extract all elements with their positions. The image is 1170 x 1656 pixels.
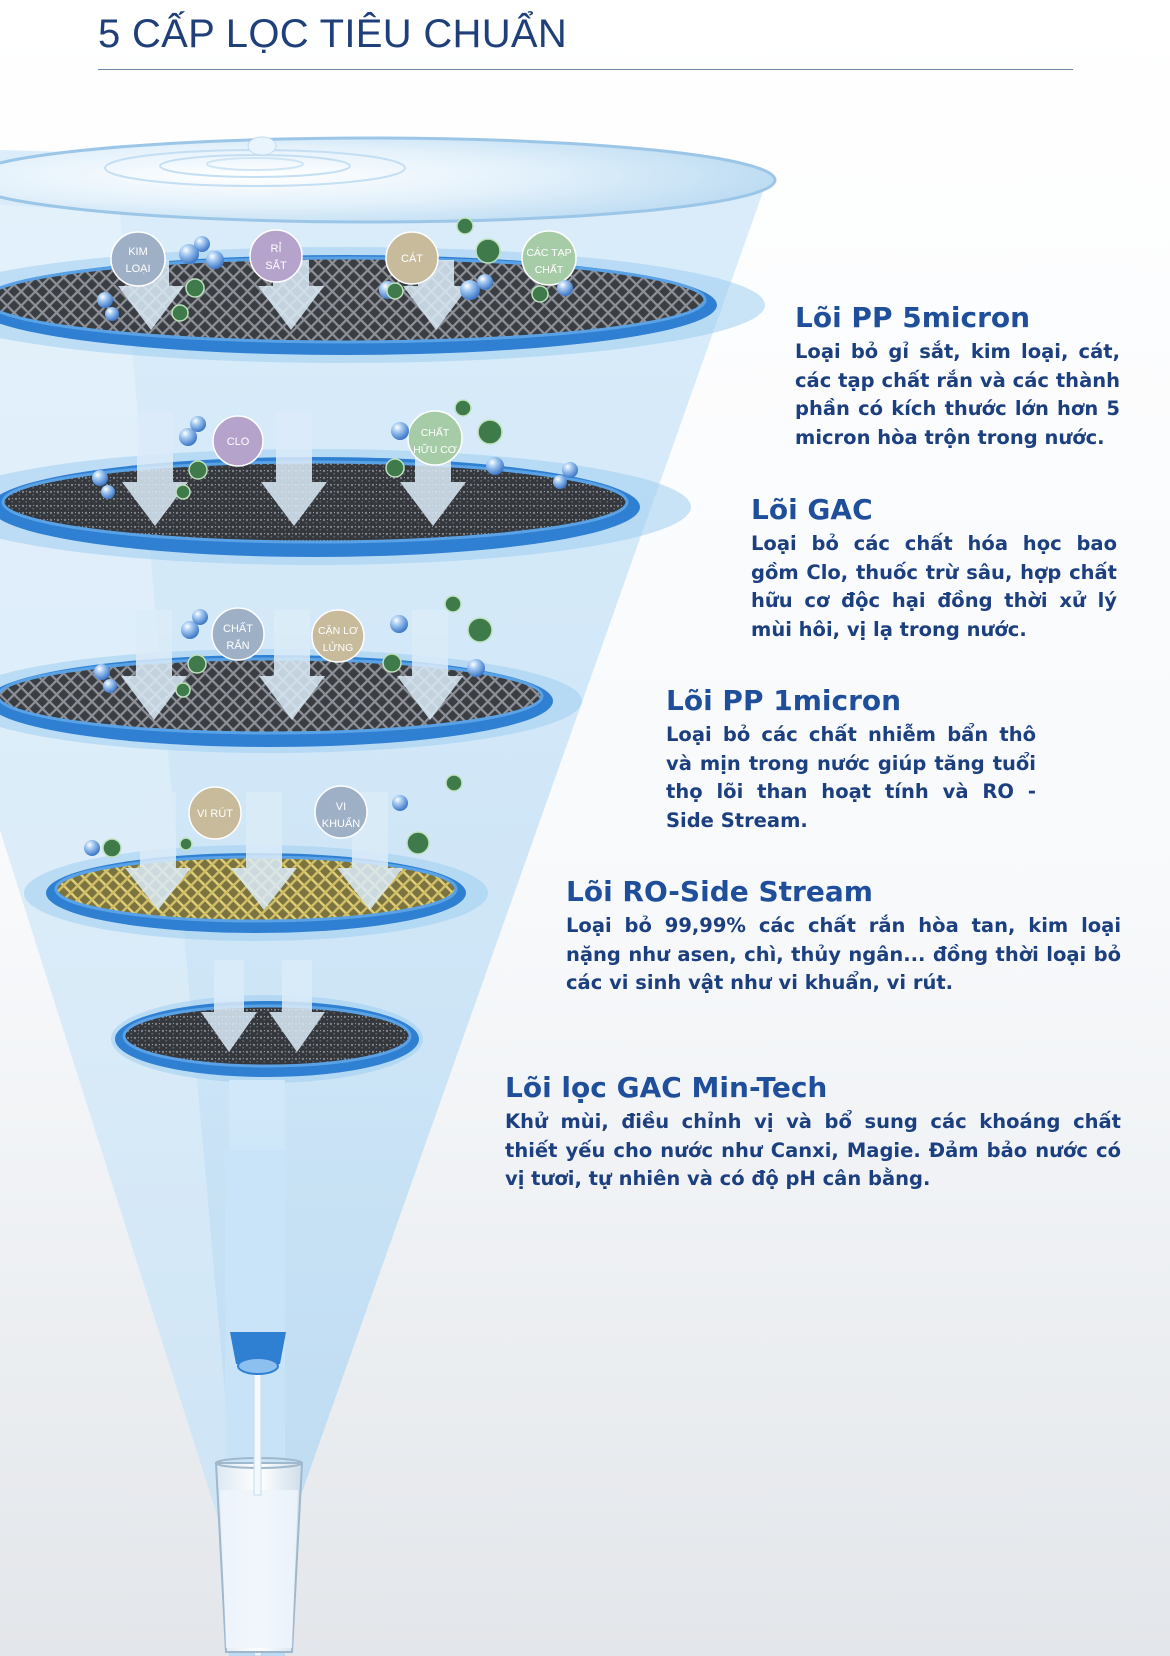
- stage-2-name: Lõi GAC: [751, 493, 873, 526]
- contaminants-stage-4: VI RÚT VI KHUẨN: [84, 774, 463, 858]
- chat-huu-co-circle: [407, 410, 463, 466]
- can-lo-lung-circle: [311, 609, 365, 663]
- stage-2-description: Loại bỏ các chất hóa học bao gồm Clo, th…: [751, 532, 1117, 641]
- stage-1-block: Lõi PP 5micron Loại bỏ gỉ sắt, kim loại,…: [795, 300, 1120, 452]
- bacteria-clusters: [175, 595, 493, 698]
- kim-loai-label: LOẠI: [125, 263, 150, 275]
- vi-rut-label: VI RÚT: [197, 807, 233, 820]
- flow-arrow-head: [125, 868, 191, 910]
- flow-arrow-head: [118, 286, 184, 330]
- flow-arrow-stem: [276, 412, 312, 482]
- chat-ran-label: CHẤT: [223, 622, 253, 635]
- stage-4-name: Lõi RO-Side Stream: [566, 875, 873, 908]
- ri-sat-label: SẮT: [265, 259, 287, 272]
- chat-ran-label: RẮN: [226, 639, 249, 652]
- water-molecules: [84, 795, 408, 856]
- chat-huu-co-label: CHẤT: [421, 426, 450, 439]
- vi-khuan-label: VI: [336, 801, 346, 813]
- stage-1-name: Lõi PP 5micron: [795, 301, 1031, 334]
- flow-arrow-head: [403, 286, 469, 330]
- stage-4-block: Lõi RO-Side Stream Loại bỏ 99,99% các ch…: [566, 874, 1121, 998]
- nozzle-body: [230, 1332, 286, 1364]
- contaminants-stage-2: CLO CHẤT HỮU CƠ: [92, 399, 578, 500]
- contaminants-stage-3: CHẤT RẮN CẶN LƠ LỬNG: [94, 595, 493, 698]
- flow-arrow-stem: [412, 610, 448, 676]
- flow-arrow-stem: [282, 960, 312, 1012]
- cac-tap-chat-label: CÁC TẠP: [526, 246, 571, 259]
- flow-arrow-head: [201, 1012, 257, 1052]
- flow-arrow-head: [258, 286, 324, 330]
- flow-arrow-stem: [137, 412, 173, 482]
- ri-sat-circle: [249, 229, 303, 283]
- cat-circle: [385, 231, 439, 285]
- flow-arrow-head: [397, 676, 463, 720]
- flow-arrow-head: [121, 676, 187, 720]
- filter-layer-gac: [0, 412, 691, 565]
- flow-arrow-stem: [140, 792, 176, 868]
- nozzle-ring: [237, 1357, 279, 1375]
- can-lo-lung-label: LỬNG: [323, 641, 354, 654]
- cac-tap-chat-circle: [521, 230, 577, 286]
- water-molecules: [94, 609, 485, 693]
- vi-khuan-label: KHUẨN: [322, 817, 361, 830]
- stage-4-description: Loại bỏ 99,99% các chất rắn hòa tan, kim…: [566, 914, 1121, 994]
- water-surface: [0, 136, 777, 224]
- cac-tap-chat-label: CHẤT: [535, 263, 564, 276]
- flow-arrow-head: [269, 1012, 325, 1052]
- title-divider: [98, 69, 1073, 70]
- flow-arrow-stem: [136, 610, 172, 676]
- flow-arrow-stem: [214, 960, 244, 1012]
- flow-arrow-head: [337, 868, 403, 910]
- clo-circle: [212, 415, 264, 467]
- stage-5-name: Lõi lọc GAC Min-Tech: [505, 1071, 828, 1104]
- flow-arrow-stem: [274, 610, 310, 676]
- contaminants-stage-1: KIM LOẠI RỈ SẮT CÁT CÁC TẠP CHẤT: [97, 217, 577, 322]
- bacteria-clusters: [102, 774, 463, 858]
- pouring-stream-line: [253, 1369, 262, 1496]
- flow-arrow-head: [231, 868, 297, 910]
- clo-label: CLO: [227, 436, 250, 448]
- bacteria-clusters: [171, 217, 549, 322]
- chat-huu-co-label: HỮU CƠ: [413, 443, 457, 456]
- flow-arrow-stem: [246, 792, 282, 868]
- flow-arrow-head: [400, 482, 466, 526]
- stage-5-block: Lõi lọc GAC Min-Tech Khử mùi, điều chỉnh…: [505, 1070, 1121, 1194]
- stage-3-block: Lõi PP 1micron Loại bỏ các chất nhiễm bẩ…: [666, 683, 1036, 835]
- flow-arrow-head: [259, 676, 325, 720]
- kim-loai-circle: [110, 231, 166, 287]
- water-molecules: [92, 416, 578, 499]
- ri-sat-label: RỈ: [271, 242, 282, 255]
- page-title: 5 CẤP LỌC TIÊU CHUẨN: [98, 12, 568, 56]
- filter-layer-gac-min-tech: [111, 960, 423, 1083]
- flow-arrow-head: [261, 482, 327, 526]
- glass-water: [220, 1490, 298, 1648]
- vi-rut-circle: [188, 786, 242, 840]
- stage-2-block: Lõi GAC Loại bỏ các chất hóa học bao gồm…: [751, 492, 1117, 644]
- stage-3-description: Loại bỏ các chất nhiễm bẩn thô và mịn tr…: [666, 723, 1036, 832]
- can-lo-lung-label: CẶN LƠ: [318, 624, 358, 637]
- stage-1-description: Loại bỏ gỉ sắt, kim loại, cát, các tạp c…: [795, 340, 1120, 449]
- vi-khuan-circle: [314, 785, 368, 839]
- stage-3-name: Lõi PP 1micron: [666, 684, 902, 717]
- bacteria-clusters: [175, 399, 503, 500]
- filter-layer-pp-1micron: [0, 610, 582, 753]
- stage-5-description: Khử mùi, điều chỉnh vị và bổ sung các kh…: [505, 1110, 1121, 1190]
- filter-layer-ro-side-stream: [24, 792, 488, 941]
- cat-label: CÁT: [401, 252, 423, 265]
- flow-arrow-head: [122, 482, 188, 526]
- chat-ran-circle: [211, 607, 265, 661]
- kim-loai-label: KIM: [128, 246, 148, 258]
